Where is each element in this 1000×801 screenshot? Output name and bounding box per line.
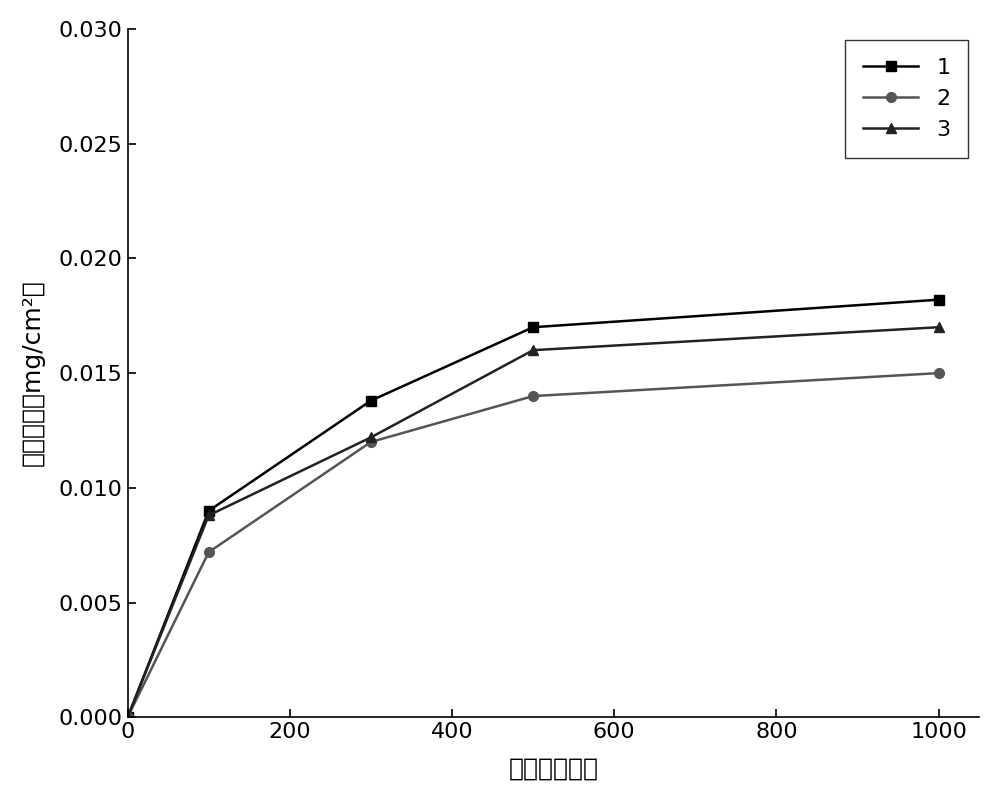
X-axis label: 时间（小时）: 时间（小时） (508, 756, 598, 780)
Y-axis label: 质量变化（mg/cm²）: 质量变化（mg/cm²） (21, 280, 45, 466)
3 (933, 323, 945, 332)
Line: 3: 3 (123, 322, 943, 723)
Line: 2: 2 (123, 368, 943, 723)
3 (203, 510, 215, 520)
Line: 1: 1 (123, 295, 943, 723)
1 (122, 713, 134, 723)
3 (365, 433, 377, 442)
1 (933, 295, 945, 304)
3 (122, 713, 134, 723)
2 (933, 368, 945, 378)
2 (122, 713, 134, 723)
1 (527, 323, 539, 332)
2 (203, 547, 215, 557)
Legend: 1, 2, 3: 1, 2, 3 (845, 40, 968, 158)
3 (527, 345, 539, 355)
2 (527, 391, 539, 400)
2 (365, 437, 377, 447)
1 (365, 396, 377, 405)
1 (203, 506, 215, 516)
